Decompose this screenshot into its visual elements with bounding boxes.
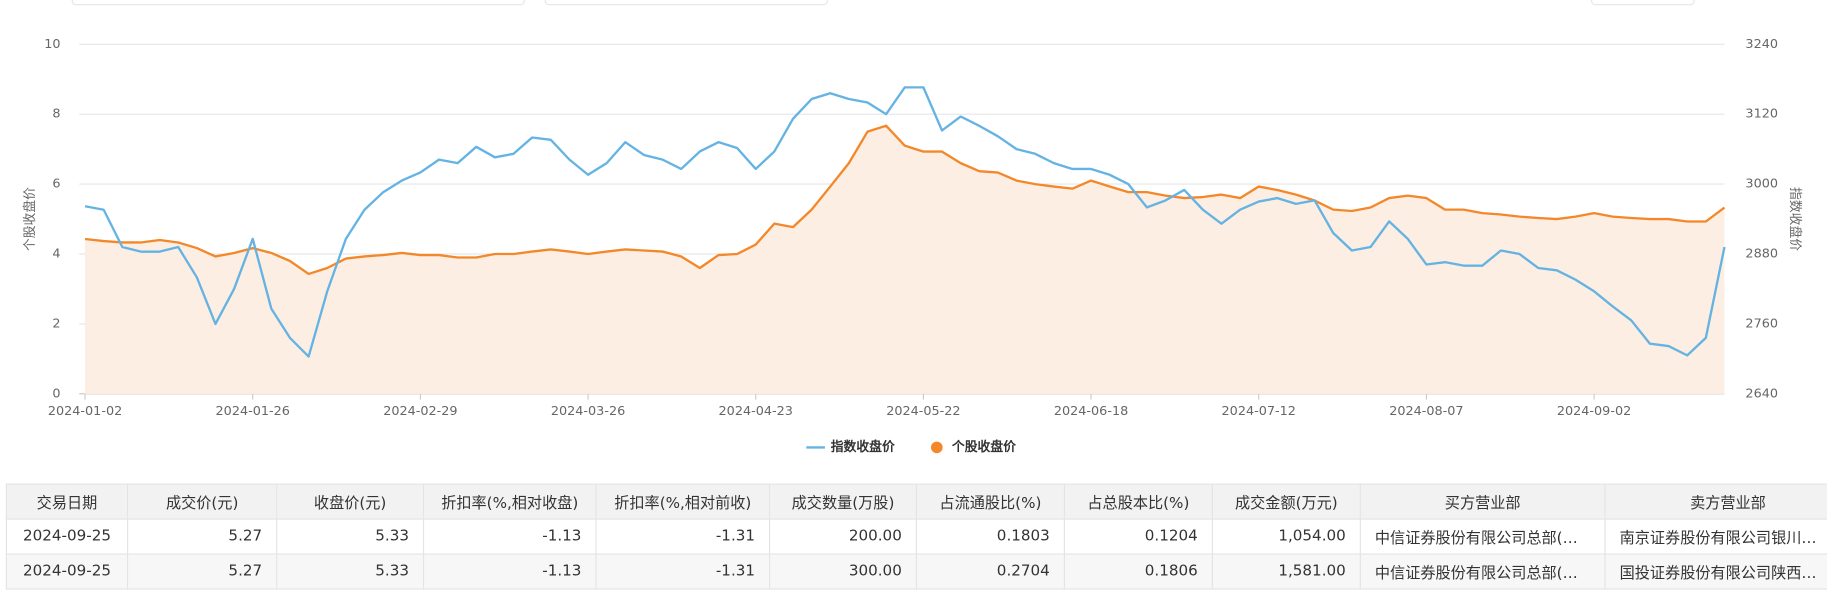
- x-tick-label: 2024-05-22: [886, 404, 960, 419]
- table-row: 2024-09-25 5.27 5.33 -1.13 -1.31 300.00 0.2704…: [5, 553, 1827, 590]
- y-tick-label: 0: [52, 386, 60, 401]
- table-header: 折扣率(%,相对前收): [595, 483, 771, 520]
- table-cell: 5.27: [127, 553, 278, 590]
- table-header: 买方营业部: [1359, 483, 1606, 520]
- x-tick-label: 2024-01-26: [216, 404, 290, 419]
- y2-tick-label: 3000: [1745, 177, 1778, 192]
- x-tick-label: 2024-08-07: [1389, 404, 1463, 419]
- table-header: 成交数量(万股): [769, 483, 917, 520]
- table-header: 成交金额(万元): [1211, 483, 1361, 520]
- x-tick-label: 2024-07-12: [1222, 404, 1296, 419]
- table-header: 卖方营业部: [1604, 483, 1827, 520]
- table-row: 2024-09-25 5.27 5.33 -1.13 -1.31 200.00 0.1803…: [5, 518, 1827, 555]
- line: [84, 124, 1726, 276]
- table-cell: 2024-09-25: [5, 518, 129, 555]
- legend-label: 指数收盘价: [831, 439, 895, 455]
- y-tick-label: 8: [52, 107, 60, 122]
- table-cell: 200.00: [769, 518, 917, 555]
- x-tick-label: 2024-09-02: [1557, 404, 1631, 419]
- table-header: 交易日期: [5, 483, 129, 520]
- table-header: 占流通股比(%): [915, 483, 1065, 520]
- x-tick-label: 2024-04-23: [719, 404, 793, 419]
- table-header: 成交价(元): [127, 483, 278, 520]
- table-cell: 5.33: [276, 518, 425, 555]
- table-cell: 0.2704: [915, 553, 1065, 590]
- y2-tick-label: 2640: [1745, 386, 1778, 401]
- table-cell: -1.31: [595, 553, 771, 590]
- legend-marker: [930, 441, 943, 454]
- data-table: 交易日期 成交价(元) 收盘价(元) 折扣率(%,相对收盘) 折扣率(%,相对前收) 成交…: [5, 483, 1827, 590]
- y-tick-label: 4: [52, 247, 60, 262]
- table-cell: 1,054.00: [1211, 518, 1361, 555]
- y2-tick-label: 3120: [1745, 107, 1778, 122]
- x-tick-label: 2024-06-18: [1054, 404, 1128, 419]
- legend-label: 个股收盘价: [951, 439, 1016, 455]
- table-cell: 南京证券股份有限公司银川…: [1604, 518, 1827, 555]
- table-header: 折扣率(%,相对收盘): [422, 483, 597, 520]
- filter-box[interactable]: [71, 0, 525, 6]
- y-tick-label: 10: [44, 37, 60, 52]
- area: [85, 125, 1725, 394]
- y2-axis-label: 指数收盘价: [1787, 187, 1803, 251]
- filter-box[interactable]: [544, 0, 828, 6]
- filter-button[interactable]: [1591, 0, 1695, 6]
- table-cell: 1,581.00: [1211, 553, 1361, 590]
- table-cell: 中信证券股份有限公司总部(…: [1359, 518, 1606, 555]
- table-cell: 国投证券股份有限公司陕西…: [1604, 553, 1827, 590]
- table-cell: 2024-09-25: [5, 553, 129, 590]
- x-tick-label: 2024-01-02: [48, 404, 122, 419]
- x-tick-label: 2024-03-26: [551, 404, 625, 419]
- y-axis-label: 个股收盘价: [22, 187, 38, 251]
- table-cell: 中信证券股份有限公司总部(…: [1359, 553, 1606, 590]
- table-cell: -1.31: [595, 518, 771, 555]
- table-cell: 0.1204: [1063, 518, 1213, 555]
- y2-tick-label: 3240: [1745, 37, 1778, 52]
- line: [84, 86, 1726, 358]
- y2-tick-label: 2880: [1745, 247, 1778, 262]
- y-tick-label: 2: [52, 316, 60, 331]
- table-header: 收盘价(元): [276, 483, 425, 520]
- table-cell: 300.00: [769, 553, 917, 590]
- table-cell: 0.1803: [915, 518, 1065, 555]
- table-header: 占总股本比(%): [1063, 483, 1213, 520]
- y-tick-label: 6: [52, 177, 60, 192]
- chart: 个股收盘价 指数收盘价 0 2 4 6 8 10 2640 2760 2880 3000 3120 3…: [22, 0, 1803, 455]
- x-tick-label: 2024-02-29: [383, 404, 457, 419]
- y2-tick-label: 2760: [1745, 316, 1778, 331]
- table-cell: 5.33: [276, 553, 425, 590]
- table-cell: -1.13: [422, 518, 597, 555]
- table-cell: -1.13: [422, 553, 597, 590]
- table-cell: 0.1806: [1063, 553, 1213, 590]
- table-cell: 5.27: [127, 518, 278, 555]
